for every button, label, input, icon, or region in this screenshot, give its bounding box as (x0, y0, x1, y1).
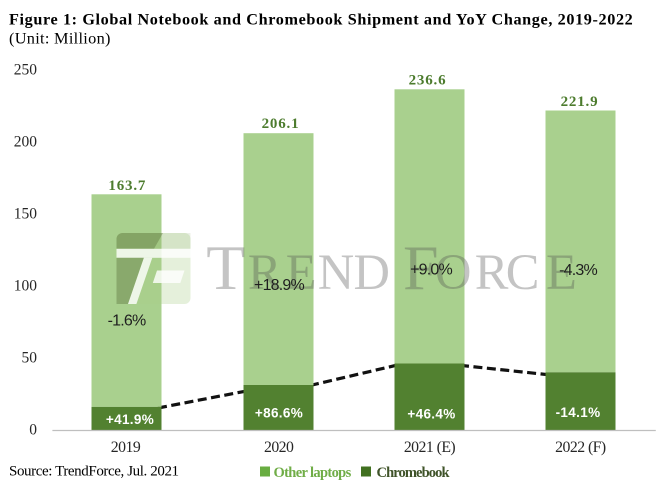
svg-text:50: 50 (22, 350, 38, 367)
svg-text:200: 200 (14, 134, 38, 151)
svg-text:2022 (F): 2022 (F) (555, 439, 606, 456)
svg-text:0: 0 (29, 422, 37, 439)
svg-text:-1.6%: -1.6% (108, 313, 146, 330)
svg-text:Figure 1: Global Notebook and: Figure 1: Global Notebook and Chromebook… (9, 11, 633, 29)
svg-text:2019: 2019 (111, 439, 141, 456)
svg-text:Other laptops: Other laptops (274, 465, 352, 481)
svg-text:+9.0%: +9.0% (410, 261, 452, 278)
svg-text:100: 100 (14, 278, 38, 295)
svg-text:206.1: 206.1 (262, 116, 300, 132)
svg-text:2020: 2020 (264, 439, 294, 456)
svg-text:-4.3%: -4.3% (559, 262, 597, 279)
svg-text:+41.9%: +41.9% (106, 412, 154, 427)
svg-text:(Unit: Million): (Unit: Million) (9, 29, 111, 48)
svg-text:163.7: 163.7 (108, 178, 146, 194)
svg-text:Chromebook: Chromebook (377, 465, 451, 481)
svg-text:Source: TrendForce, Jul. 2021: Source: TrendForce, Jul. 2021 (9, 463, 179, 479)
svg-text:236.6: 236.6 (409, 72, 447, 88)
svg-text:250: 250 (14, 62, 38, 79)
svg-text:-14.1%: -14.1% (556, 405, 601, 420)
svg-text:221.9: 221.9 (561, 94, 599, 110)
svg-text:+18.9%: +18.9% (254, 277, 304, 294)
svg-text:150: 150 (14, 206, 38, 223)
svg-text:2021 (E): 2021 (E) (404, 439, 456, 456)
svg-text:+46.4%: +46.4% (407, 407, 455, 422)
svg-text:+86.6%: +86.6% (255, 405, 303, 420)
